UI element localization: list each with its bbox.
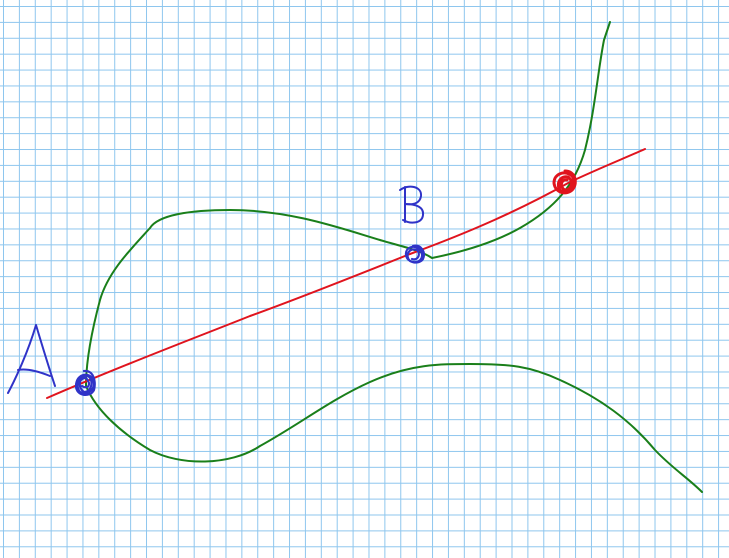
- point-c-marker: [552, 169, 577, 195]
- label-b-glyph: [399, 185, 425, 224]
- point-a-marker: [74, 369, 96, 396]
- red-line: [46, 148, 646, 399]
- curve-upper-branch: [85, 21, 611, 387]
- curve-lower-branch: [85, 363, 703, 493]
- label-a-glyph: [7, 324, 56, 394]
- point-b-marker: [404, 244, 425, 264]
